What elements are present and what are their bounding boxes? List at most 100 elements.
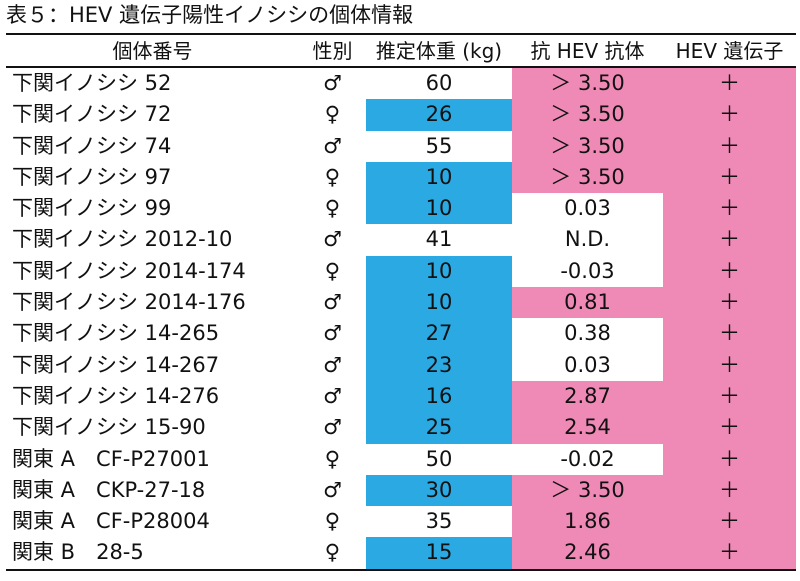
cell-gene: ＋ [663,99,796,131]
table-row: 下関イノシシ 99 ♀ 10 0.03 ＋ [6,193,796,225]
cell-antibody: ＞ 3.50 [512,99,663,131]
title-rule [6,33,796,35]
header-weight: 推定体重 (kg) [375,39,503,63]
cell-weight: 10 [366,161,512,194]
cell-antibody: 2.46 [512,537,663,569]
table-row: 関東 A CF-P27001 ♀ 50 -0.02 ＋ [6,443,796,475]
cell-weight: 41 [425,227,453,252]
table-row: 下関イノシシ 15-90 ♂ 25 2.54 ＋ [6,412,796,444]
cell-id: 下関イノシシ 74 [12,133,172,158]
table-row: 下関イノシシ 74 ♂ 55 ＞ 3.50 ＋ [6,130,796,162]
cell-weight: 10 [366,255,512,288]
cell-gene: ＋ [663,255,796,288]
cell-sex: ♂ [323,227,342,252]
cell-weight: 26 [366,99,512,131]
cell-id: 下関イノシシ 52 [12,71,172,95]
cell-gene: ＋ [663,380,796,413]
cell-gene: ＋ [663,193,796,225]
cell-weight: 30 [366,474,512,507]
cell-id: 関東 A CKP-27-18 [12,477,206,502]
cell-sex: ♀ [324,196,341,221]
table-row: 下関イノシシ 2012-10 ♂ 41 N.D. ＋ [6,224,796,256]
cell-sex: ♀ [324,446,341,471]
cell-sex: ♂ [323,133,342,158]
table-row: 下関イノシシ 14-276 ♂ 16 2.87 ＋ [6,380,796,413]
cell-id: 下関イノシシ 14-265 [12,321,220,346]
table-header: 個体番号 性別 推定体重 (kg) 抗 HEV 抗体 HEV 遺伝子 [6,36,796,66]
cell-weight: 60 [425,71,453,95]
cell-id: 下関イノシシ 15-90 [12,415,206,440]
cell-sex: ♀ [324,164,341,189]
cell-gene: ＋ [663,287,796,319]
cell-id: 関東 A CF-P28004 [12,509,210,534]
table-row: 下関イノシシ 14-265 ♂ 27 0.38 ＋ [6,318,796,350]
cell-gene: ＋ [663,130,796,162]
cell-gene: ＋ [663,68,796,100]
cell-weight: 35 [425,509,453,534]
cell-sex: ♂ [323,321,342,346]
header-antibody: 抗 HEV 抗体 [530,39,645,63]
cell-antibody: ＞ 3.50 [512,161,663,194]
cell-antibody: 0.38 [564,321,611,346]
header-id: 個体番号 [112,39,193,63]
table-body: 下関イノシシ 52 ♂ 60 ＞ 3.50 ＋ 下関イノシシ 72 ♀ 26 ＞… [6,68,796,569]
table-title: 表５：HEV 遺伝子陽性イノシシの個体情報 [6,3,414,27]
cell-weight: 50 [425,446,453,471]
cell-sex: ♀ [324,540,341,565]
cell-id: 下関イノシシ 72 [12,102,172,127]
bottom-rule [6,569,796,571]
cell-gene: ＋ [663,443,796,475]
cell-antibody: 0.81 [512,287,663,319]
cell-antibody: ＞ 3.50 [512,68,663,100]
cell-weight: 55 [425,133,453,158]
cell-sex: ♂ [323,383,342,408]
cell-gene: ＋ [663,161,796,194]
cell-id: 下関イノシシ 2014-176 [12,290,246,315]
cell-id: 関東 A CF-P27001 [12,446,210,471]
table-row: 下関イノシシ 52 ♂ 60 ＞ 3.50 ＋ [6,68,796,100]
header-sex: 性別 [312,39,353,63]
cell-id: 下関イノシシ 2014-174 [12,258,246,283]
cell-id: 下関イノシシ 14-267 [12,352,220,377]
cell-weight: 23 [366,349,512,381]
header-rule [6,66,796,68]
cell-antibody: -0.02 [560,446,615,471]
cell-weight: 15 [366,537,512,569]
cell-weight: 10 [366,193,512,225]
cell-id: 下関イノシシ 99 [12,196,172,221]
table-row: 下関イノシシ 2014-174 ♀ 10 -0.03 ＋ [6,255,796,288]
cell-sex: ♀ [324,258,341,283]
cell-antibody: -0.03 [560,258,615,283]
cell-sex: ♀ [324,102,341,127]
cell-gene: ＋ [663,224,796,256]
cell-antibody: 2.87 [512,380,663,413]
table-row: 下関イノシシ 97 ♀ 10 ＞ 3.50 ＋ [6,161,796,194]
cell-sex: ♂ [323,71,342,95]
cell-antibody: ＞ 3.50 [512,474,663,507]
cell-sex: ♂ [323,290,342,315]
header-gene: HEV 遺伝子 [675,39,784,63]
cell-weight: 16 [366,380,512,413]
table-row: 下関イノシシ 2014-176 ♂ 10 0.81 ＋ [6,287,796,319]
cell-gene: ＋ [663,506,796,538]
table-row: 関東 A CF-P28004 ♀ 35 1.86 ＋ [6,506,796,538]
cell-gene: ＋ [663,412,796,444]
cell-sex: ♀ [324,509,341,534]
cell-sex: ♂ [323,415,342,440]
cell-gene: ＋ [663,474,796,507]
cell-antibody: 2.54 [512,412,663,444]
table-row: 関東 A CKP-27-18 ♂ 30 ＞ 3.50 ＋ [6,474,796,507]
cell-gene: ＋ [663,537,796,569]
cell-id: 関東 B 28-5 [12,540,144,565]
cell-gene: ＋ [663,349,796,381]
cell-antibody: 0.03 [564,196,611,221]
cell-id: 下関イノシシ 14-276 [12,383,220,408]
cell-antibody: ＞ 3.50 [512,130,663,162]
cell-antibody: 1.86 [512,506,663,538]
table-row: 関東 B 28-5 ♀ 15 2.46 ＋ [6,537,796,569]
table-row: 下関イノシシ 72 ♀ 26 ＞ 3.50 ＋ [6,99,796,131]
cell-weight: 10 [366,287,512,319]
cell-weight: 25 [366,412,512,444]
cell-antibody: 0.03 [564,352,611,377]
